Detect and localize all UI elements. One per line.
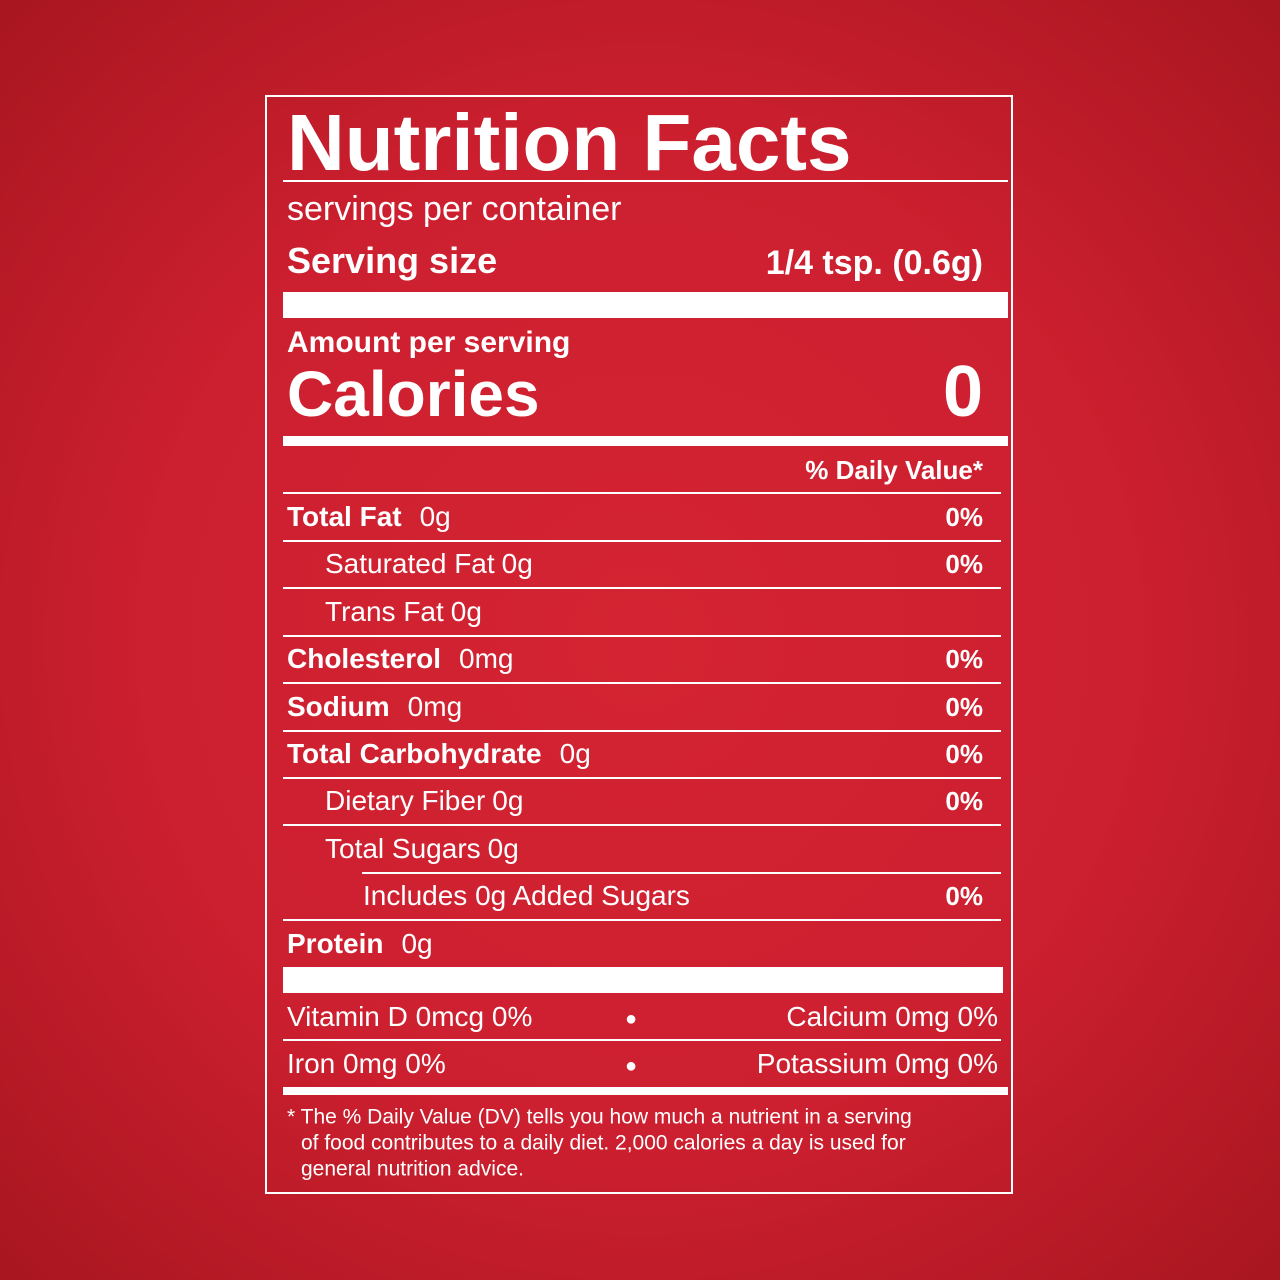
vitamin: Calcium 0mg 0% [786, 1001, 998, 1032]
rule [362, 871, 1001, 874]
nutrient-amount: 0g [492, 785, 524, 817]
nutrient-amount: 0g [501, 548, 533, 580]
calories-value: 0 [942, 352, 983, 432]
medium-bar [283, 436, 1008, 446]
rule [283, 634, 1001, 637]
nutrient-amount: 0mg [407, 690, 463, 722]
nutrient-dv: 0% [945, 881, 983, 912]
rule [283, 587, 1001, 590]
nutrient-dv: 0% [945, 739, 983, 769]
rule [283, 682, 1001, 685]
dv-header: % Daily Value* [805, 455, 983, 485]
rule [283, 824, 1001, 827]
nutrient-name: Trans Fat 0g [325, 595, 482, 627]
nutrient-name: Total Sugars 0g [325, 832, 519, 864]
rule [283, 1039, 1001, 1041]
nutrient-dv: 0% [945, 691, 983, 722]
bullet: ● [625, 1055, 638, 1077]
rule [283, 777, 1001, 779]
nutrient-dv: 0% [945, 502, 983, 532]
amount-per-serving: Amount per serving [287, 326, 571, 359]
nutrient-dv: 0% [945, 549, 983, 580]
footnote: general nutrition advice. [301, 1157, 524, 1181]
nutrient-amount: 0g [450, 595, 482, 627]
nutrient-name: Sodium 0mg [287, 690, 463, 722]
vitamin: Potassium 0mg 0% [756, 1048, 998, 1079]
nutrient-name: Protein 0g [287, 927, 433, 959]
rule [283, 180, 1008, 182]
nutrient-name: Includes 0g Added Sugars [363, 880, 690, 912]
rule [283, 540, 1001, 542]
nutrient-name: Cholesterol 0mg [287, 643, 514, 675]
nutrient-amount: 0mg [459, 643, 514, 675]
title: Nutrition Facts [287, 98, 852, 187]
nutrient-amount: 0g [419, 501, 451, 532]
thick-bar [283, 967, 1003, 993]
footnote: * The % Daily Value (DV) tells you how m… [287, 1105, 912, 1129]
vitamin: Iron 0mg 0% [287, 1048, 446, 1079]
serving-size-label: Serving size [287, 240, 498, 281]
servings: servings per container [287, 190, 622, 228]
calories-label: Calories [287, 358, 540, 430]
nutrient-amount: 0g [559, 738, 591, 769]
nutrient-name: Total Carbohydrate 0g [287, 738, 591, 769]
nutrient-amount: 0g [401, 927, 433, 959]
nutrient-dv: 0% [945, 644, 983, 675]
bullet: ● [625, 1008, 638, 1030]
nutrient-dv: 0% [945, 786, 983, 817]
vitamin: Vitamin D 0mcg 0% [287, 1001, 533, 1032]
nutrient-name: Dietary Fiber 0g [325, 785, 524, 817]
nutrient-name: Saturated Fat 0g [325, 548, 533, 580]
rule [283, 729, 1001, 732]
serving-size-value: 1/4 tsp. (0.6g) [765, 244, 983, 282]
label-box [265, 95, 1013, 1194]
nutrient-name: Total Fat 0g [287, 501, 451, 532]
rule [283, 492, 1001, 494]
thick-bar [283, 292, 1008, 318]
footnote: of food contributes to a daily diet. 2,0… [301, 1131, 906, 1155]
nutrient-amount: 0g [487, 832, 519, 864]
rule [283, 919, 1001, 922]
medium-bar [283, 1087, 1008, 1095]
